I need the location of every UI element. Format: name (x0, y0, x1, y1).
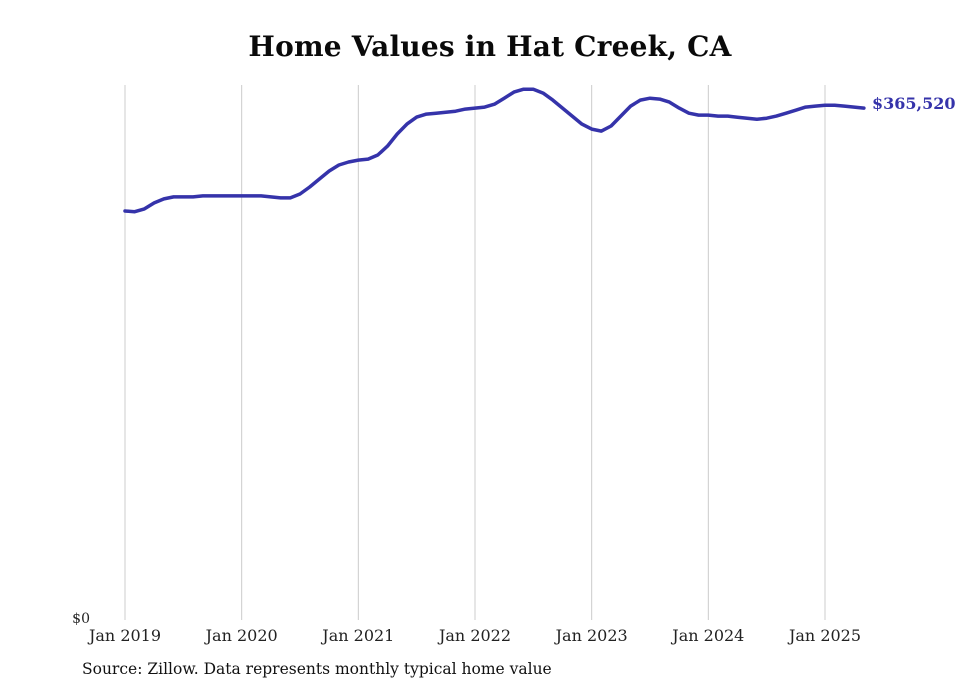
x-tick-label: Jan 2021 (322, 626, 395, 645)
x-tick-label: Jan 2023 (555, 626, 628, 645)
x-tick-label: Jan 2025 (788, 626, 862, 645)
latest-value-label: $365,520 (872, 94, 956, 113)
y-axis-zero-label: $0 (72, 611, 90, 627)
x-tick-label: Jan 2019 (88, 626, 162, 645)
home-value-line (123, 87, 866, 214)
x-tick-label: Jan 2020 (205, 626, 278, 645)
x-tick-label: Jan 2024 (672, 626, 745, 645)
x-tick-label: Jan 2022 (438, 626, 512, 645)
source-note: Source: Zillow. Data represents monthly … (82, 660, 552, 678)
x-axis-labels: Jan 2019 Jan 2020 Jan 2021 Jan 2022 Jan 2023… (0, 626, 980, 648)
chart-title: Home Values in Hat Creek, CA (248, 30, 732, 63)
